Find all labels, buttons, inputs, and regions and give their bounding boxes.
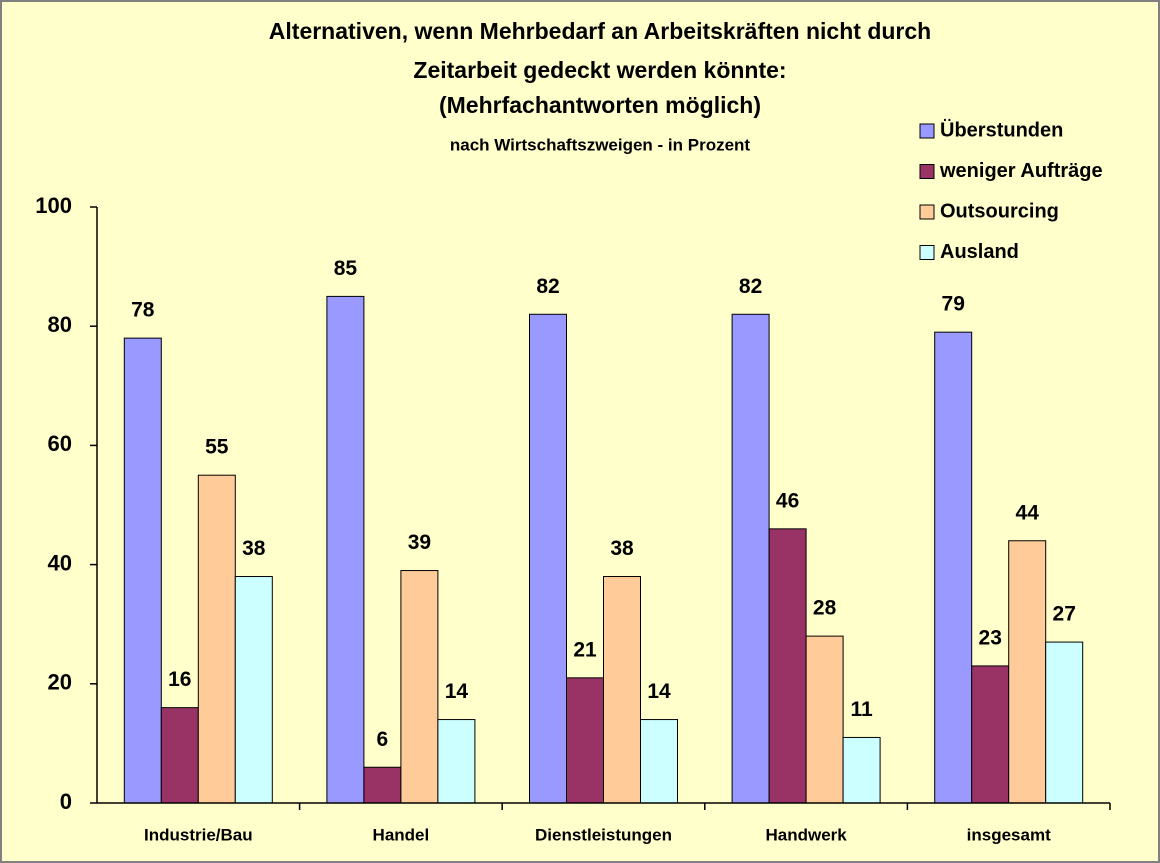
data-label: 44 (1016, 501, 1040, 524)
data-label: 78 (131, 299, 155, 322)
data-label: 14 (445, 680, 469, 703)
legend-label: Überstunden (940, 118, 1063, 141)
bar (160, 707, 199, 804)
legend-swatch (919, 123, 935, 139)
x-tick-label: Handwerk (765, 825, 847, 844)
bar (326, 295, 365, 804)
y-tick-label: 60 (48, 431, 72, 456)
bar (640, 719, 678, 804)
data-label: 38 (242, 537, 266, 560)
data-label: 85 (334, 257, 358, 280)
bar (1045, 641, 1084, 804)
bar (566, 677, 604, 804)
legend-label: Outsourcing (940, 200, 1059, 222)
bar (437, 719, 476, 804)
data-label: 46 (776, 489, 799, 512)
y-tick-label: 40 (48, 550, 72, 575)
legend-swatch (919, 245, 935, 260)
bar (197, 474, 236, 804)
bar (603, 576, 641, 804)
data-label: 82 (739, 275, 762, 298)
data-label: 79 (942, 293, 965, 316)
bar (1008, 540, 1047, 804)
data-label: 21 (573, 638, 597, 661)
bar (529, 313, 567, 804)
data-label: 38 (610, 537, 634, 560)
bar (971, 665, 1010, 804)
y-tick-label: 0 (60, 789, 72, 814)
bar (768, 528, 807, 804)
data-label: 14 (647, 680, 671, 703)
chart-title: Alternativen, wenn Mehrbedarf an Arbeits… (269, 18, 931, 44)
legend-label: Ausland (940, 241, 1019, 263)
data-label: 82 (536, 275, 559, 298)
legend-label: weniger Aufträge (939, 160, 1103, 182)
data-label: 16 (168, 668, 191, 691)
data-label: 28 (813, 597, 837, 620)
legend-swatch (919, 204, 935, 220)
y-tick-label: 100 (35, 193, 72, 218)
bar (842, 736, 881, 804)
y-tick-label: 20 (48, 670, 72, 695)
bar (731, 313, 770, 804)
data-label: 23 (979, 626, 1002, 649)
x-tick-label: Dienstleistungen (535, 825, 672, 844)
chart-title: Zeitarbeit gedeckt werden könnte: (413, 57, 786, 83)
bar (123, 337, 162, 804)
data-label: 39 (408, 531, 431, 554)
x-tick-label: Industrie/Bau (144, 825, 253, 844)
x-tick-label: Handel (373, 825, 430, 844)
bar (805, 635, 844, 804)
chart-title: (Mehrfachantworten möglich) (439, 92, 761, 118)
bar (234, 576, 273, 804)
bar (934, 331, 973, 804)
data-label: 11 (850, 698, 873, 721)
y-tick-label: 80 (48, 312, 72, 337)
data-label: 27 (1053, 603, 1076, 626)
data-label: 55 (205, 436, 229, 459)
legend-swatch (919, 164, 935, 179)
chart-subtitle: nach Wirtschaftszweigen - in Prozent (450, 135, 751, 154)
x-tick-label: insgesamt (967, 825, 1051, 844)
bar (400, 570, 439, 804)
data-label: 6 (377, 728, 389, 751)
bar (363, 766, 402, 804)
